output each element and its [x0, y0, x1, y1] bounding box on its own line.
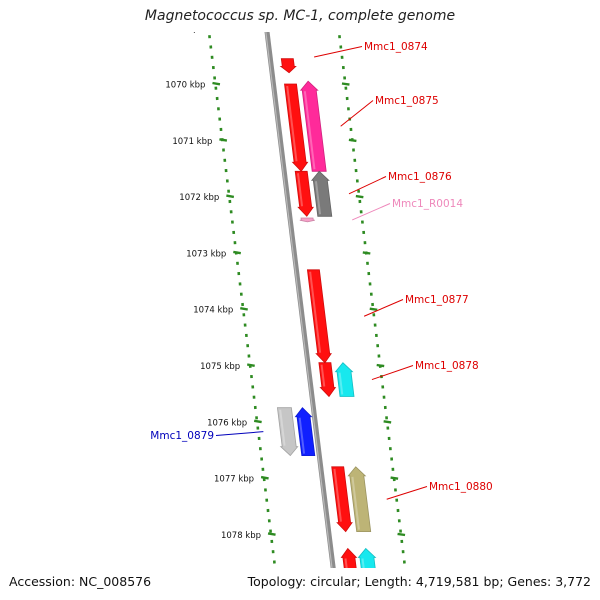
mmc1-0879-label: Mmc1_0879	[150, 430, 214, 442]
mmc1-0877-leader	[363, 299, 404, 317]
mmc1-r0014-leader	[352, 203, 391, 221]
backbone-line	[260, 0, 340, 600]
gene-arrow-highlight	[286, 85, 298, 162]
tick-mark-right	[369, 307, 378, 311]
gene-arrow	[334, 362, 355, 397]
tick-mark-left	[267, 532, 276, 536]
mmc1-0880-label: Mmc1_0880	[429, 481, 493, 493]
mmc1-0876-label: Mmc1_0876	[388, 171, 452, 183]
tick-mark-right	[376, 363, 385, 368]
mmc1-0878-label: Mmc1_0878	[415, 360, 479, 372]
tick-mark-right	[355, 194, 364, 199]
tick-mark-left	[253, 419, 262, 424]
gene-arrow-highlight	[351, 476, 360, 530]
tick-label: 1071 kbp	[172, 137, 212, 147]
tick-mark-left	[219, 138, 228, 142]
tick-mark-left	[260, 475, 269, 480]
mmc1-0880-arrow	[331, 466, 353, 533]
tick-mark-left	[212, 81, 221, 86]
mmc1-r0014-label: Mmc1_R0014	[392, 198, 463, 210]
tick-mark-right	[383, 420, 392, 424]
dotted-guides	[204, 4, 410, 595]
gene-arrow	[347, 466, 372, 532]
accession-text: Accession: NC_008576	[9, 574, 152, 589]
genome-summary-text: Topology: circular; Length: 4,719,581 bp…	[247, 574, 591, 589]
tick-mark-right	[397, 532, 406, 537]
tick-mark-left	[226, 194, 235, 199]
feature-labels: Mmc1_0874 Mmc1_0875 Mmc1_0876 Mmc1_R0014 Mmc…	[150, 41, 493, 500]
tick-mark-right	[362, 251, 371, 255]
footer-backdrop	[0, 568, 600, 600]
mmc1-0879-arrow	[276, 407, 299, 457]
page-title: Magnetococcus sp. MC-1, complete genome	[144, 8, 456, 24]
gene-arrow	[279, 58, 297, 74]
gene-arrow-highlight	[298, 417, 306, 454]
tick-label: 1072 kbp	[179, 193, 219, 203]
mmc1-0879-leader	[215, 431, 264, 436]
mmc1-0877-label: Mmc1_0877	[405, 294, 469, 306]
mmc1-0875-leader	[340, 100, 374, 127]
gene-arrow-highlight	[303, 91, 316, 170]
gene-arrow-highlight	[309, 271, 322, 353]
mmc1-0876-arrow	[294, 170, 314, 217]
gene-arrow-highlight	[296, 173, 304, 207]
backbone	[260, 0, 340, 600]
mmc1-0878-leader	[371, 365, 414, 381]
gene-arrow	[310, 170, 333, 217]
tick-label: 1070 kbp	[165, 81, 205, 91]
title-backdrop	[0, 0, 600, 32]
backbone-highlight	[261, 0, 337, 600]
mmc1-0876-leader	[348, 176, 387, 195]
mmc1-0875-label: Mmc1_0875	[375, 95, 439, 107]
tick-mark-right	[348, 138, 357, 143]
gene-arrow-highlight	[333, 468, 342, 522]
gene-arrow-highlight	[320, 364, 326, 387]
tick-mark-left	[240, 307, 248, 311]
tick-mark-left	[246, 363, 255, 367]
mmc1-0877-arrow	[306, 269, 332, 364]
gene-arrow-highlight	[279, 409, 286, 446]
tick-label: 1078 kbp	[221, 531, 261, 541]
tick-mark-right	[390, 476, 399, 480]
mmc1-0874-label: Mmc1_0874	[364, 41, 428, 53]
mmc1-0878-arrow	[318, 362, 337, 398]
tick-label: 1077 kbp	[214, 475, 254, 485]
tick-label: 1073 kbp	[186, 249, 226, 259]
mmc1-r0014-arrow	[299, 217, 315, 223]
tick-label: 1074 kbp	[193, 306, 233, 316]
mmc1-0874-arrow	[284, 83, 309, 172]
tick-mark-left	[233, 250, 242, 255]
mmc1-0880-leader	[386, 486, 428, 500]
gene-arrow-highlight	[338, 372, 344, 395]
gene-arrow-highlight	[314, 181, 322, 215]
gene-arrow	[294, 407, 316, 457]
tick-label: 1075 kbp	[200, 362, 240, 372]
tick-mark-right	[341, 82, 350, 86]
tick-label: 1076 kbp	[207, 418, 247, 428]
mmc1-0874-leader	[314, 46, 363, 58]
